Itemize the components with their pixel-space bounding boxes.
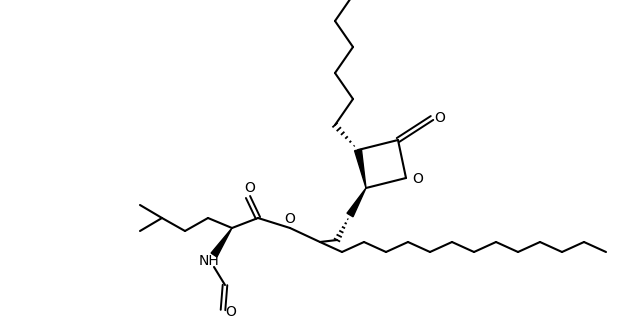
Polygon shape bbox=[355, 149, 366, 188]
Text: O: O bbox=[413, 172, 423, 186]
Text: NH: NH bbox=[198, 254, 219, 268]
Text: O: O bbox=[435, 111, 445, 125]
Polygon shape bbox=[211, 228, 232, 257]
Text: O: O bbox=[226, 305, 236, 319]
Polygon shape bbox=[347, 188, 366, 217]
Text: O: O bbox=[244, 181, 255, 195]
Text: O: O bbox=[285, 212, 295, 226]
